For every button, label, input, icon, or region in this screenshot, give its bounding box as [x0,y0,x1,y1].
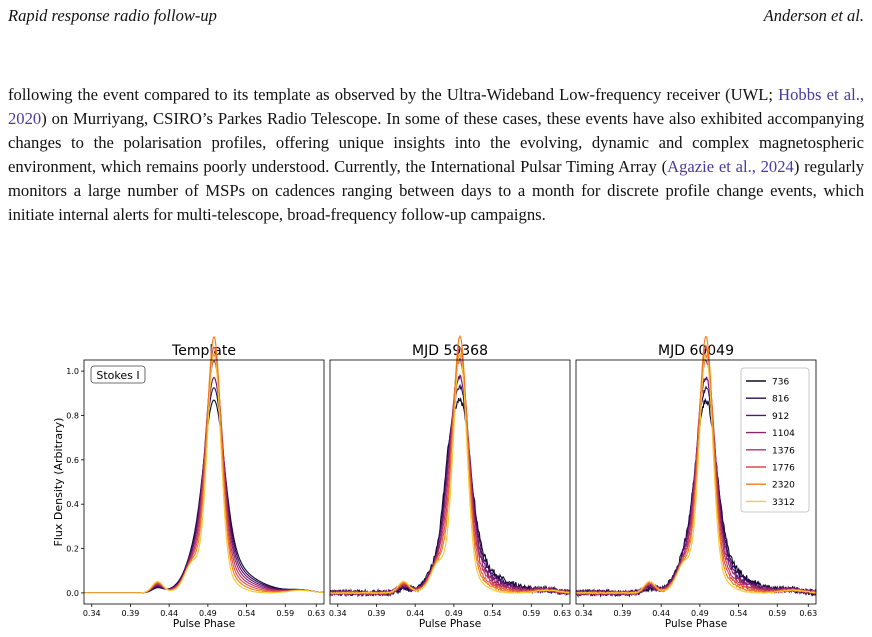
x-tick-label: 0.44 [160,609,178,618]
panel-frame [575,359,817,605]
profile-line [329,351,571,595]
x-tick-label: 0.44 [406,609,424,618]
profile-figure: Flux Density (Arbitrary) Template 0.34 0.39… [52,334,817,630]
y-tick-label: 0.2 [66,545,79,554]
panel-1: Template 0.34 0.39 0.44 0.49 0.54 0.59 0.63 Puls… [66,335,325,630]
x-tick-label: 0.59 [276,609,294,618]
panel-title: MJD 59368 [412,343,488,359]
y-tick-label: 0.4 [66,500,79,509]
panel-2: MJD 59368 0.34 0.39 0.44 0.49 0.54 0.59 0.63 Pul… [329,334,571,630]
legend-label: 736 [772,378,789,388]
profile-line [84,346,324,594]
running-title: Rapid response radio follow-up [8,6,217,25]
profile-line [84,352,324,594]
running-authors: Anderson et al. [763,6,864,25]
x-tick-label: 0.49 [199,609,217,618]
citation-hobbs[interactable]: Hobbs et al., 2020 [8,85,864,128]
legend-label: 912 [772,412,789,422]
x-tick-label: 0.39 [368,609,386,618]
legend-label: 1776 [772,464,795,474]
y-tick-label: 1.0 [66,367,79,376]
x-tick-label: 0.63 [553,609,571,618]
x-axis-label: Pulse Phase [173,618,235,630]
legend-label: 1376 [772,446,795,456]
x-tick-label: 0.54 [238,609,256,618]
x-tick-label: 0.63 [799,609,817,618]
x-tick-label: 0.54 [484,609,502,618]
running-header: Rapid response radio follow-up Anderson … [8,6,864,26]
legend-label: 2320 [772,481,795,491]
legend-label: 816 [772,395,789,405]
x-tick-label: 0.59 [768,609,786,618]
panel-frame [329,359,571,605]
y-tick-label: 0.6 [66,456,79,465]
panel-title: Template [171,343,236,359]
citation-agazie[interactable]: Agazie et al., 2024 [667,157,794,176]
panel-frame [83,359,325,605]
y-tick-label: 0.8 [66,411,79,420]
x-tick-label: 0.34 [83,609,101,618]
paragraph-text-1: following the event compared to its temp… [8,85,779,104]
profile-line [575,353,816,595]
x-tick-label: 0.44 [652,609,670,618]
x-tick-label: 0.34 [575,609,593,618]
x-tick-label: 0.59 [522,609,540,618]
stokes-label-box [90,365,146,384]
legend-label: 1104 [772,429,795,439]
profile-line [84,387,325,594]
x-tick-label: 0.49 [445,609,463,618]
panel-title: MJD 60049 [658,343,734,359]
y-tick-label: 0.0 [66,589,79,598]
stokes-label: Stokes I [96,369,139,382]
legend-label: 3312 [772,498,795,508]
y-axis-label: Flux Density (Arbitrary) [52,418,65,547]
legend-box [740,367,810,513]
x-tick-label: 0.39 [122,609,140,618]
paragraph-text-3: ) regularly monitors a large number of M… [8,157,865,224]
panel-3: MJD 60049 0.34 0.39 0.44 0.49 0.54 0.59 0.63 Pul… [575,335,817,630]
paragraph-text-2: ) on Murriyang, CSIRO’s Parkes Radio Tel… [8,109,864,176]
x-tick-label: 0.49 [691,609,709,618]
x-tick-label: 0.63 [307,609,325,618]
body-paragraph: following the event compared to its temp… [8,83,864,227]
x-tick-label: 0.54 [730,609,748,618]
x-axis-label: Pulse Phase [419,618,481,630]
x-tick-label: 0.39 [614,609,632,618]
x-axis-label: Pulse Phase [665,618,727,630]
x-tick-label: 0.34 [329,609,347,618]
